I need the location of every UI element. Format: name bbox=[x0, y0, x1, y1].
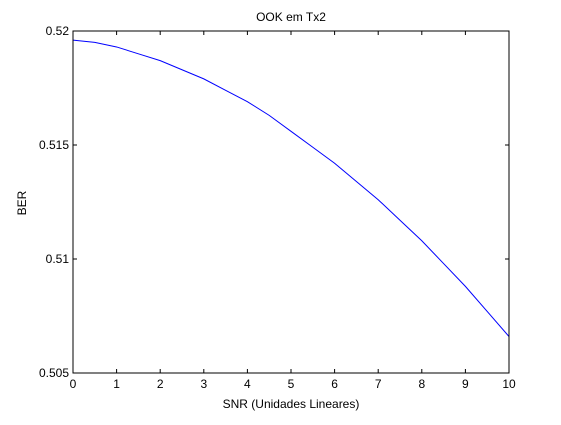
y-tick-label: 0.515 bbox=[39, 138, 69, 152]
x-tick-label: 6 bbox=[331, 377, 338, 391]
y-axis-label: BER bbox=[15, 190, 29, 215]
plot-area bbox=[73, 31, 509, 373]
series-layer bbox=[72, 39, 510, 337]
x-tick-label: 5 bbox=[288, 377, 295, 391]
x-tick-label: 3 bbox=[200, 377, 207, 391]
chart-title: OOK em Tx2 bbox=[256, 10, 326, 24]
x-tick-label: 7 bbox=[375, 377, 382, 391]
x-tick-label: 2 bbox=[157, 377, 164, 391]
y-tick-label: 0.505 bbox=[39, 366, 69, 380]
x-tick-label: 9 bbox=[462, 377, 469, 391]
y-tick-label: 0.51 bbox=[46, 252, 70, 266]
x-axis-label: SNR (Unidades Lineares) bbox=[223, 397, 360, 411]
x-tick-label: 0 bbox=[70, 377, 77, 391]
x-ticks: 0 1 2 3 4 5 6 7 8 9 10 bbox=[70, 31, 516, 391]
x-tick-label: 8 bbox=[418, 377, 425, 391]
y-tick-label: 0.52 bbox=[46, 24, 70, 38]
series-line bbox=[72, 39, 510, 337]
y-ticks: 0.505 0.51 0.515 0.52 bbox=[39, 24, 509, 380]
x-tick-label: 10 bbox=[502, 377, 516, 391]
x-tick-label: 1 bbox=[113, 377, 120, 391]
x-tick-label: 4 bbox=[244, 377, 251, 391]
